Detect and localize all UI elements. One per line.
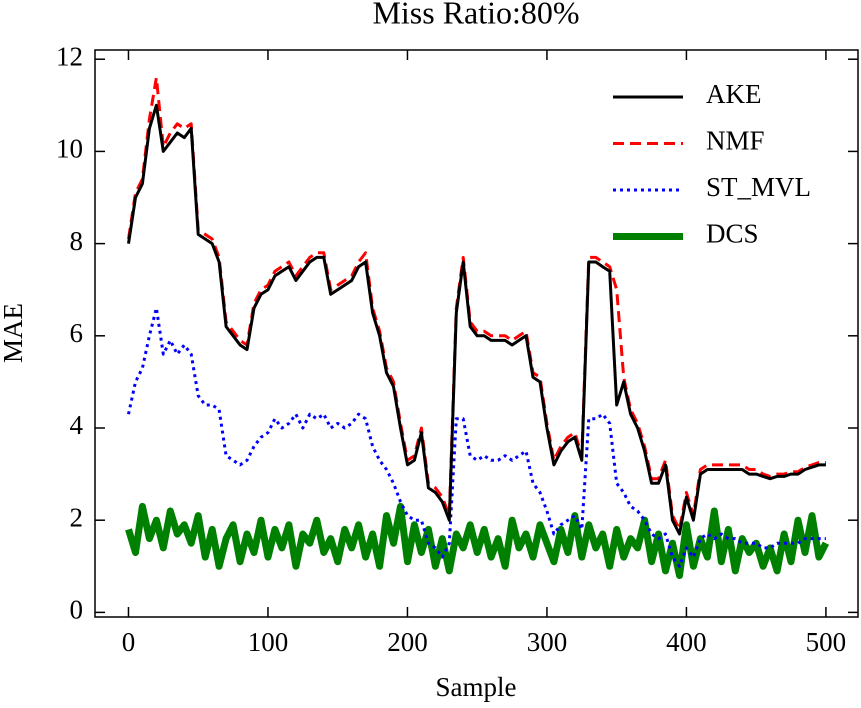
- x-tick-label: 500: [806, 627, 847, 657]
- legend-label: ST_MVL: [706, 172, 811, 202]
- series-line: [125, 502, 830, 579]
- y-tick-label: 8: [70, 226, 84, 256]
- x-tick-label: 300: [527, 627, 568, 657]
- plot-frame: [94, 49, 859, 618]
- y-tick-label: 0: [70, 595, 84, 625]
- chart-title: Miss Ratio:80%: [372, 0, 579, 30]
- x-tick-label: 400: [666, 627, 707, 657]
- y-tick-label: 10: [56, 134, 83, 164]
- y-tick-label: 4: [70, 410, 84, 440]
- plot-area: [125, 76, 830, 579]
- legend-label: NMF: [706, 126, 765, 156]
- y-tick-label: 12: [56, 41, 83, 71]
- legend-label: AKE: [706, 79, 762, 109]
- x-tick-label: 200: [387, 627, 428, 657]
- y-tick-label: 2: [70, 502, 84, 532]
- series-line: [127, 306, 826, 568]
- y-tick-label: 6: [70, 318, 84, 348]
- x-tick-label: 100: [248, 627, 289, 657]
- series-line: [127, 76, 826, 531]
- y-axis-label: MAE: [0, 303, 28, 363]
- x-tick-label: 0: [122, 627, 136, 657]
- legend-label: DCS: [706, 219, 759, 249]
- x-axis-label: Sample: [436, 672, 517, 702]
- series-line: [127, 103, 826, 536]
